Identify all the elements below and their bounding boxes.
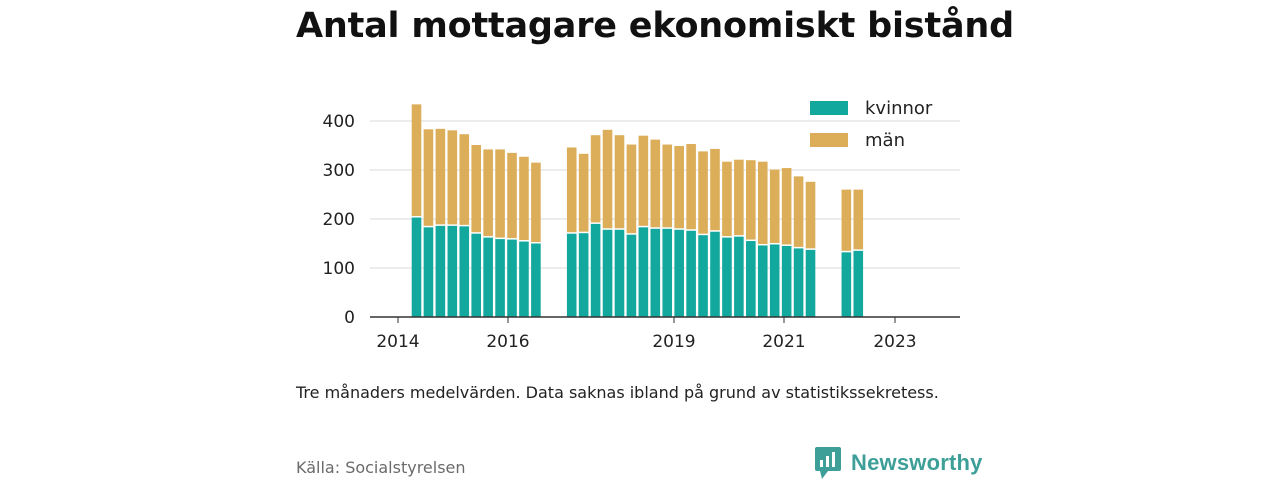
bar-man [650, 139, 661, 228]
bar-man [507, 152, 517, 239]
bar-man [662, 144, 673, 228]
bar-kvinnor [531, 243, 541, 317]
y-axis: 0 100 200 300 400 [323, 112, 355, 328]
bar-man [459, 134, 470, 225]
legend-swatch-man [810, 133, 848, 147]
legend-label-kvinnor: kvinnor [865, 97, 933, 119]
bar-kvinnor [722, 237, 732, 317]
legend-swatch-kvinnor [810, 101, 848, 115]
bar-kvinnor [674, 229, 684, 317]
bar-kvinnor [734, 236, 744, 317]
bar-man [698, 151, 708, 234]
y-tick-label: 0 [344, 308, 355, 328]
bar-man [578, 153, 589, 232]
bar-man [746, 160, 756, 240]
x-tick-label: 2019 [652, 332, 695, 352]
bar-kvinnor [686, 230, 696, 317]
bar-kvinnor [495, 239, 505, 317]
bar-kvinnor [459, 226, 470, 317]
bars [411, 104, 864, 317]
bar-man [626, 144, 637, 234]
bar-kvinnor [435, 225, 446, 317]
bar-kvinnor [793, 248, 804, 317]
bar-kvinnor [805, 249, 816, 317]
y-tick-label: 400 [323, 112, 355, 132]
bar-man [602, 129, 613, 229]
chart-title: Antal mottagare ekonomiskt bistånd [296, 6, 1014, 46]
legend-item-kvinnor: kvinnor [810, 92, 932, 124]
x-axis: 2014 2016 2019 2021 2023 [370, 316, 960, 352]
bar-kvinnor [519, 241, 529, 317]
y-tick-label: 300 [323, 161, 355, 181]
bar-kvinnor [423, 227, 434, 317]
bar-man [805, 181, 816, 249]
bar-kvinnor [471, 233, 481, 317]
bar-man [614, 135, 625, 229]
bar-man [722, 161, 732, 237]
bar-kvinnor [769, 244, 780, 317]
bar-man [495, 149, 505, 238]
bar-man [841, 189, 852, 251]
legend: kvinnor män [810, 92, 932, 156]
bar-man [769, 169, 780, 243]
bar-kvinnor [710, 231, 720, 317]
bar-kvinnor [411, 217, 422, 317]
bar-kvinnor [638, 227, 649, 317]
bar-kvinnor [853, 250, 864, 317]
bar-man [686, 144, 696, 230]
source-credit: Källa: Socialstyrelsen [296, 458, 466, 477]
x-tick-label: 2023 [873, 332, 916, 352]
bar-man [710, 148, 720, 231]
bar-kvinnor [614, 229, 625, 317]
legend-label-man: män [865, 129, 905, 151]
brand-name: Newsworthy [851, 450, 983, 475]
bar-man [781, 168, 792, 245]
bar-man [638, 135, 649, 226]
bar-kvinnor [578, 233, 589, 317]
newsworthy-logo-icon [815, 447, 841, 479]
bar-kvinnor [757, 245, 768, 317]
legend-item-man: män [810, 124, 932, 156]
newsworthy-brand[interactable]: Newsworthy [814, 446, 983, 480]
bar-kvinnor [781, 245, 792, 317]
bar-kvinnor [507, 239, 517, 317]
bar-man [793, 176, 804, 247]
bar-kvinnor [602, 229, 613, 317]
bar-man [411, 104, 422, 217]
bar-kvinnor [841, 252, 852, 317]
bar-man [471, 145, 481, 233]
bar-man [734, 159, 744, 236]
x-tick-label: 2016 [486, 332, 529, 352]
bar-kvinnor [566, 233, 577, 317]
bar-man [757, 161, 768, 244]
bar-man [519, 156, 529, 241]
bar-man [566, 147, 577, 233]
bar-man [674, 145, 684, 229]
bar-man [531, 162, 541, 242]
x-tick-label: 2014 [376, 332, 419, 352]
chart-note: Tre månaders medelvärden. Data saknas ib… [296, 383, 939, 402]
bar-kvinnor [698, 235, 708, 317]
bar-kvinnor [626, 234, 637, 317]
bar-man [590, 135, 601, 223]
bar-kvinnor [650, 228, 661, 317]
bar-kvinnor [590, 223, 601, 317]
bar-man [423, 129, 434, 226]
bar-kvinnor [746, 241, 756, 317]
bar-kvinnor [483, 237, 493, 317]
bar-man [435, 128, 446, 225]
bar-man [447, 130, 458, 225]
y-tick-label: 100 [323, 259, 355, 279]
bar-kvinnor [662, 228, 673, 317]
y-tick-label: 200 [323, 210, 355, 230]
bar-man [483, 149, 493, 237]
x-tick-label: 2021 [762, 332, 805, 352]
bar-kvinnor [447, 225, 458, 317]
bar-man [853, 189, 864, 250]
